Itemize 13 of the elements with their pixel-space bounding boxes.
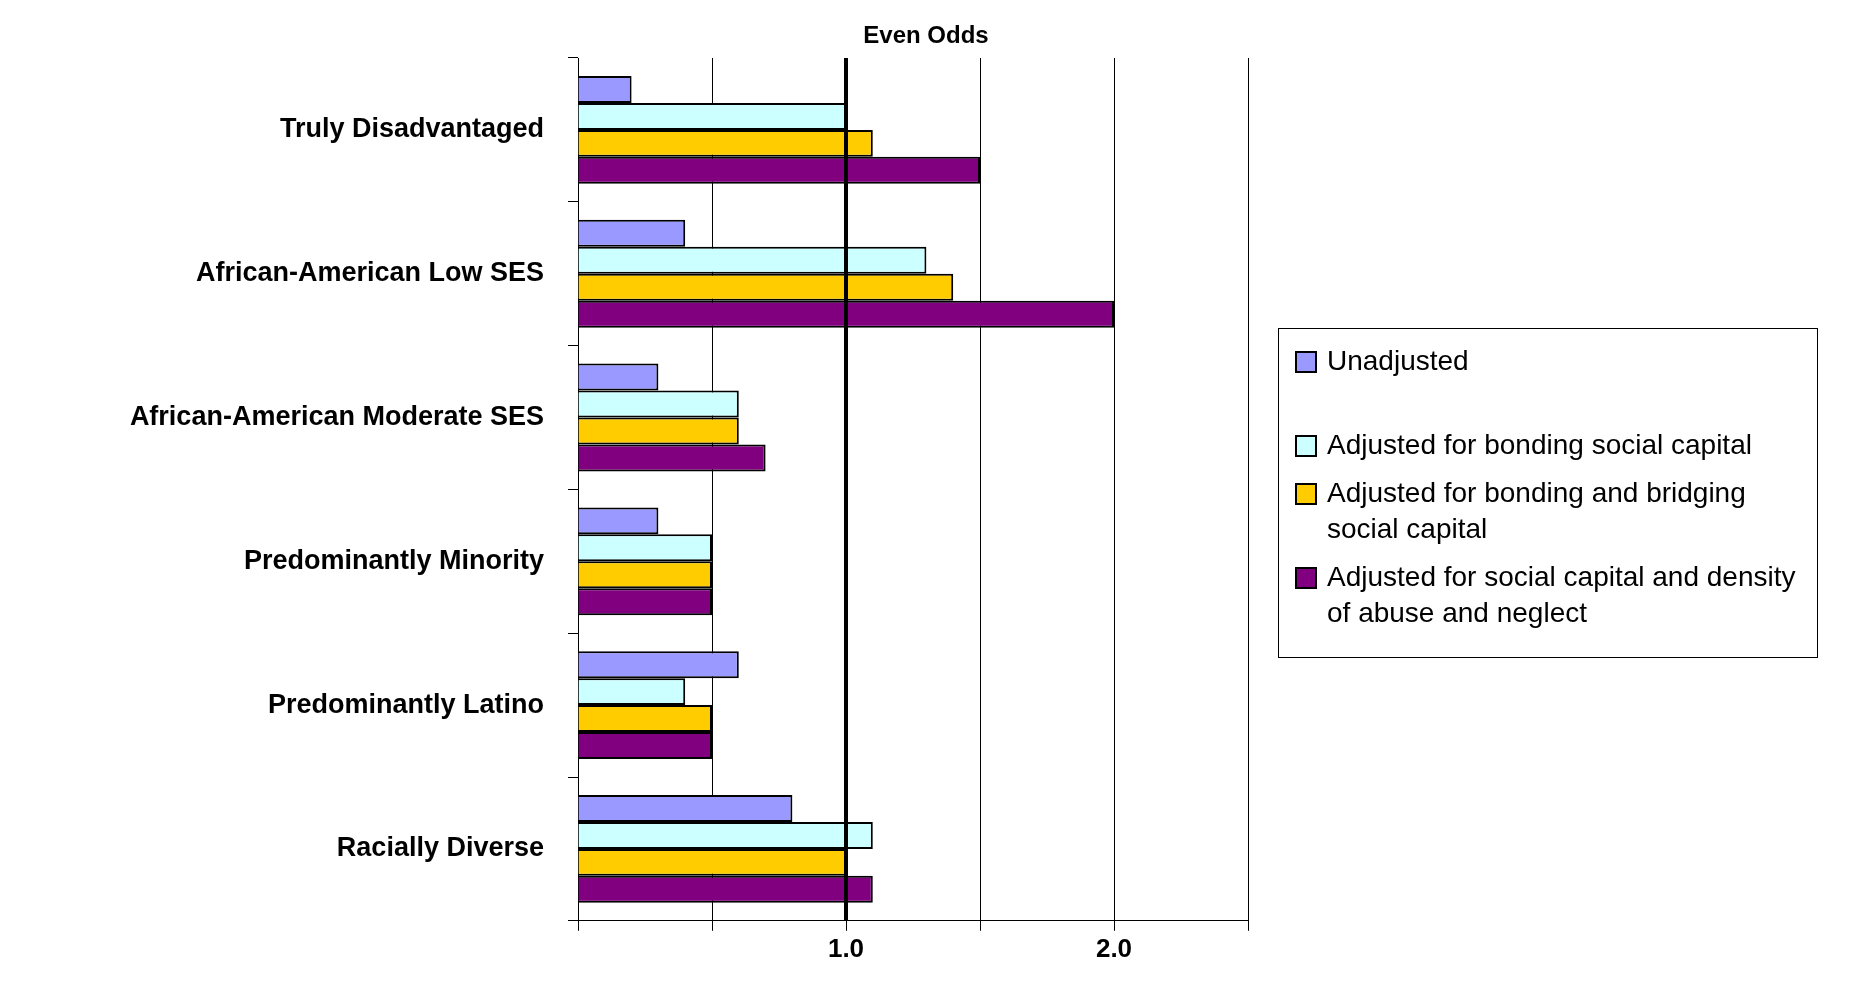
y-tick-label: African-American Moderate SES xyxy=(129,400,544,431)
y-tick-label: Racially Diverse xyxy=(336,832,544,863)
y-tick-label: Truly Disadvantaged xyxy=(279,113,544,144)
y-tick-label: Predominantly Latino xyxy=(267,688,544,719)
legend-label: Adjusted for bonding social capital xyxy=(1327,428,1752,462)
ref-line-label: Even Odds xyxy=(863,20,989,48)
x-tick-label: 1.0 xyxy=(827,932,865,963)
y-tick-label: Predominantly Minority xyxy=(243,544,544,575)
x-tick-label: 2.0 xyxy=(1095,932,1133,963)
legend-label: Adjusted for social capital and density of abuse and neglect xyxy=(1327,560,1797,630)
legend-label: Unadjusted xyxy=(1327,344,1469,378)
y-tick-label: African-American Low SES xyxy=(195,257,544,288)
legend-label: Adjusted for bonding and bridging social capital xyxy=(1327,476,1747,546)
